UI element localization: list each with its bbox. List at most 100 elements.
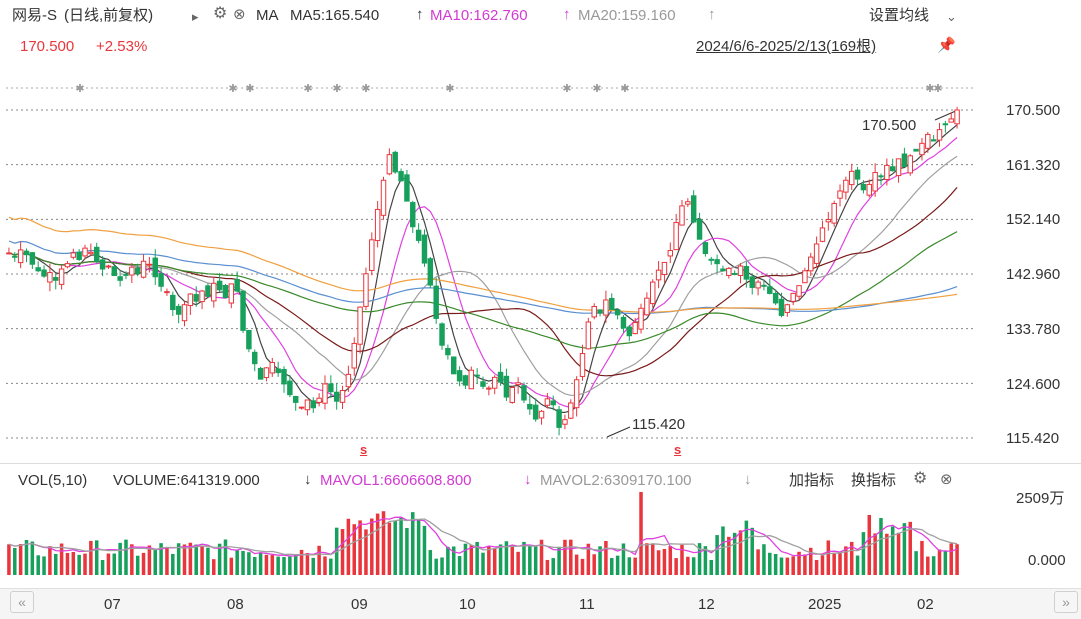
volume-bar-down (153, 548, 158, 575)
volume-bar-up (592, 554, 596, 575)
candle-up (544, 398, 551, 406)
candle-up (667, 250, 674, 257)
volume-bar-down (288, 556, 292, 575)
candle-up (58, 268, 65, 285)
volume-bar-up (674, 558, 678, 575)
volume-bar-down (463, 543, 468, 575)
price-tick: 142.960 (1006, 266, 1061, 283)
volume-bar-down (411, 512, 415, 575)
volume-bar-up (317, 545, 321, 575)
candle-up (948, 118, 954, 123)
candle-down (614, 309, 621, 316)
candle-down (292, 395, 299, 403)
candle-down (328, 383, 334, 393)
volume-bar-up (299, 549, 304, 575)
ma250-line (8, 216, 958, 313)
candle-up (632, 322, 638, 335)
volume-bar-down (709, 559, 714, 575)
candle-up (655, 269, 662, 281)
volume-bar-up (370, 518, 374, 575)
volume-bar-down (311, 557, 316, 575)
chevron-down-icon[interactable]: ⌄ (946, 9, 957, 24)
period-label[interactable]: (日线,前复权) (64, 7, 154, 24)
play-triangle-icon[interactable]: ▸ (192, 9, 199, 24)
candle-up (895, 158, 902, 177)
ma60-line (8, 231, 958, 349)
candle-down (532, 404, 539, 420)
volume-bar-down (282, 556, 286, 575)
volume-bar-up (305, 553, 310, 575)
switch-indicator-button[interactable]: 换指标 (851, 472, 897, 489)
candle-down (913, 148, 919, 152)
gear-icon[interactable]: ⚙ (913, 470, 928, 487)
candle-up (105, 265, 112, 268)
candle-down (439, 323, 445, 346)
candle-up (509, 387, 515, 403)
volume-bar-down (779, 557, 784, 575)
scroll-right-icon[interactable]: » (1054, 591, 1078, 613)
candle-up (790, 292, 796, 302)
volume-bar-down (504, 541, 509, 575)
volume-bar-up (516, 551, 520, 575)
candle-down (12, 255, 18, 258)
mavol1-arrow-icon: ↓ (524, 471, 532, 488)
candle-down (99, 259, 106, 270)
add-indicator-button[interactable]: 加指标 (789, 472, 835, 489)
vol-title[interactable]: VOL(5,10) (18, 472, 88, 489)
volume-bar-down (77, 554, 81, 575)
candle-up (644, 297, 650, 316)
volume-bar-up (212, 559, 216, 575)
close-circle-icon[interactable]: ⊗ (940, 471, 953, 488)
candle-down (878, 175, 884, 178)
volume-bar-down (422, 525, 427, 575)
panel-divider (0, 463, 1081, 464)
volume-bar-up (340, 529, 345, 575)
volume-bar-up (832, 552, 836, 575)
candle-down (772, 292, 779, 304)
time-tick: 07 (104, 596, 121, 613)
volume-bar-up (130, 544, 134, 575)
candle-down (761, 284, 767, 287)
ma-label: MA (256, 7, 279, 24)
volume-bar-up (323, 556, 327, 575)
close-circle-icon[interactable]: ⊗ (233, 6, 246, 23)
event-marker: ✱ (445, 83, 454, 95)
candle-down (708, 258, 714, 261)
price-tick: 152.140 (1006, 211, 1061, 228)
candle-up (661, 261, 668, 276)
time-axis-bar (0, 588, 1081, 619)
scroll-left-icon[interactable]: « (10, 591, 34, 613)
ma20-line (8, 155, 958, 396)
date-range[interactable]: 2024/6/6-2025/2/13(169根) (696, 38, 877, 55)
event-marker: ✱ (592, 83, 601, 95)
candle-down (222, 285, 229, 299)
gear-icon[interactable]: ⚙ (213, 5, 228, 22)
volume-bar-down (124, 539, 128, 575)
time-tick: 11 (579, 596, 595, 613)
volume-bar-down (241, 550, 245, 575)
mavol2-line (8, 518, 958, 556)
candle-up (808, 256, 814, 272)
stock-name[interactable]: 网易-S (12, 7, 58, 24)
candle-down (445, 347, 451, 356)
candle-up (339, 389, 346, 403)
settings-ma-button[interactable]: 设置均线 (869, 7, 930, 24)
candle-down (930, 139, 937, 142)
mavol2-value: MAVOL2:6309170.100 (540, 472, 692, 489)
pin-icon[interactable]: 📌 (937, 37, 956, 54)
candle-down (310, 400, 316, 409)
ma10-value: MA10:162.760 (430, 7, 528, 24)
volume-bar-down (36, 555, 40, 575)
candle-down (556, 409, 562, 428)
candle-down (767, 286, 773, 294)
volume-bar-up (955, 544, 959, 575)
volume-bar-up (756, 549, 760, 575)
candle-down (398, 171, 404, 182)
volume-bar-down (171, 553, 175, 575)
volume-bar-up (849, 541, 854, 575)
s-marker[interactable]: s (360, 442, 368, 457)
ma5-arrow-icon: ↑ (416, 6, 424, 23)
s-marker[interactable]: s (674, 442, 682, 457)
volume-bar-down (393, 520, 397, 575)
